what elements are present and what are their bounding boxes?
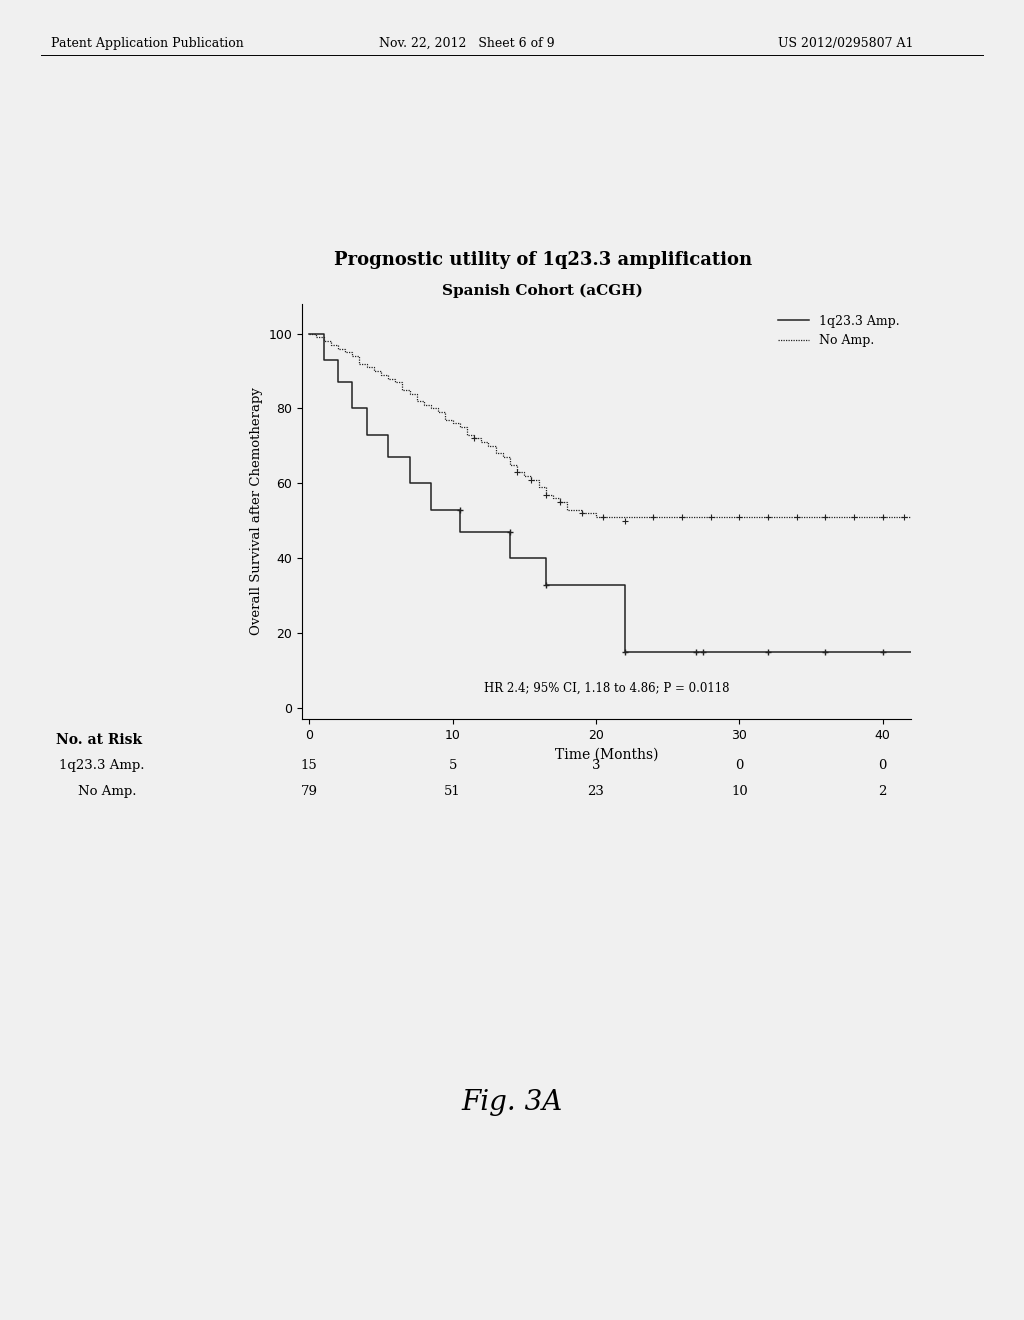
Text: Patent Application Publication: Patent Application Publication	[51, 37, 244, 50]
Text: 10: 10	[731, 785, 748, 799]
Text: Spanish Cohort (aCGH): Spanish Cohort (aCGH)	[442, 284, 643, 298]
X-axis label: Time (Months): Time (Months)	[555, 747, 658, 762]
Text: 5: 5	[449, 759, 457, 772]
Text: 0: 0	[735, 759, 743, 772]
Text: 51: 51	[444, 785, 461, 799]
Text: Nov. 22, 2012   Sheet 6 of 9: Nov. 22, 2012 Sheet 6 of 9	[379, 37, 555, 50]
Text: Prognostic utility of 1q23.3 amplification: Prognostic utility of 1q23.3 amplificati…	[334, 251, 752, 269]
Text: No. at Risk: No. at Risk	[56, 733, 142, 747]
Text: HR 2.4; 95% CI, 1.18 to 4.86; P = 0.0118: HR 2.4; 95% CI, 1.18 to 4.86; P = 0.0118	[484, 681, 729, 694]
Text: No Amp.: No Amp.	[78, 785, 137, 799]
Text: Fig. 3A: Fig. 3A	[462, 1089, 562, 1115]
Text: 23: 23	[588, 785, 604, 799]
Legend: 1q23.3 Amp., No Amp.: 1q23.3 Amp., No Amp.	[773, 310, 905, 352]
Text: 0: 0	[879, 759, 887, 772]
Text: 2: 2	[879, 785, 887, 799]
Text: 1q23.3 Amp.: 1q23.3 Amp.	[59, 759, 144, 772]
Y-axis label: Overall Survival after Chemotherapy: Overall Survival after Chemotherapy	[250, 388, 263, 635]
Text: 3: 3	[592, 759, 600, 772]
Text: 15: 15	[301, 759, 317, 772]
Text: 79: 79	[301, 785, 317, 799]
Text: US 2012/0295807 A1: US 2012/0295807 A1	[778, 37, 913, 50]
